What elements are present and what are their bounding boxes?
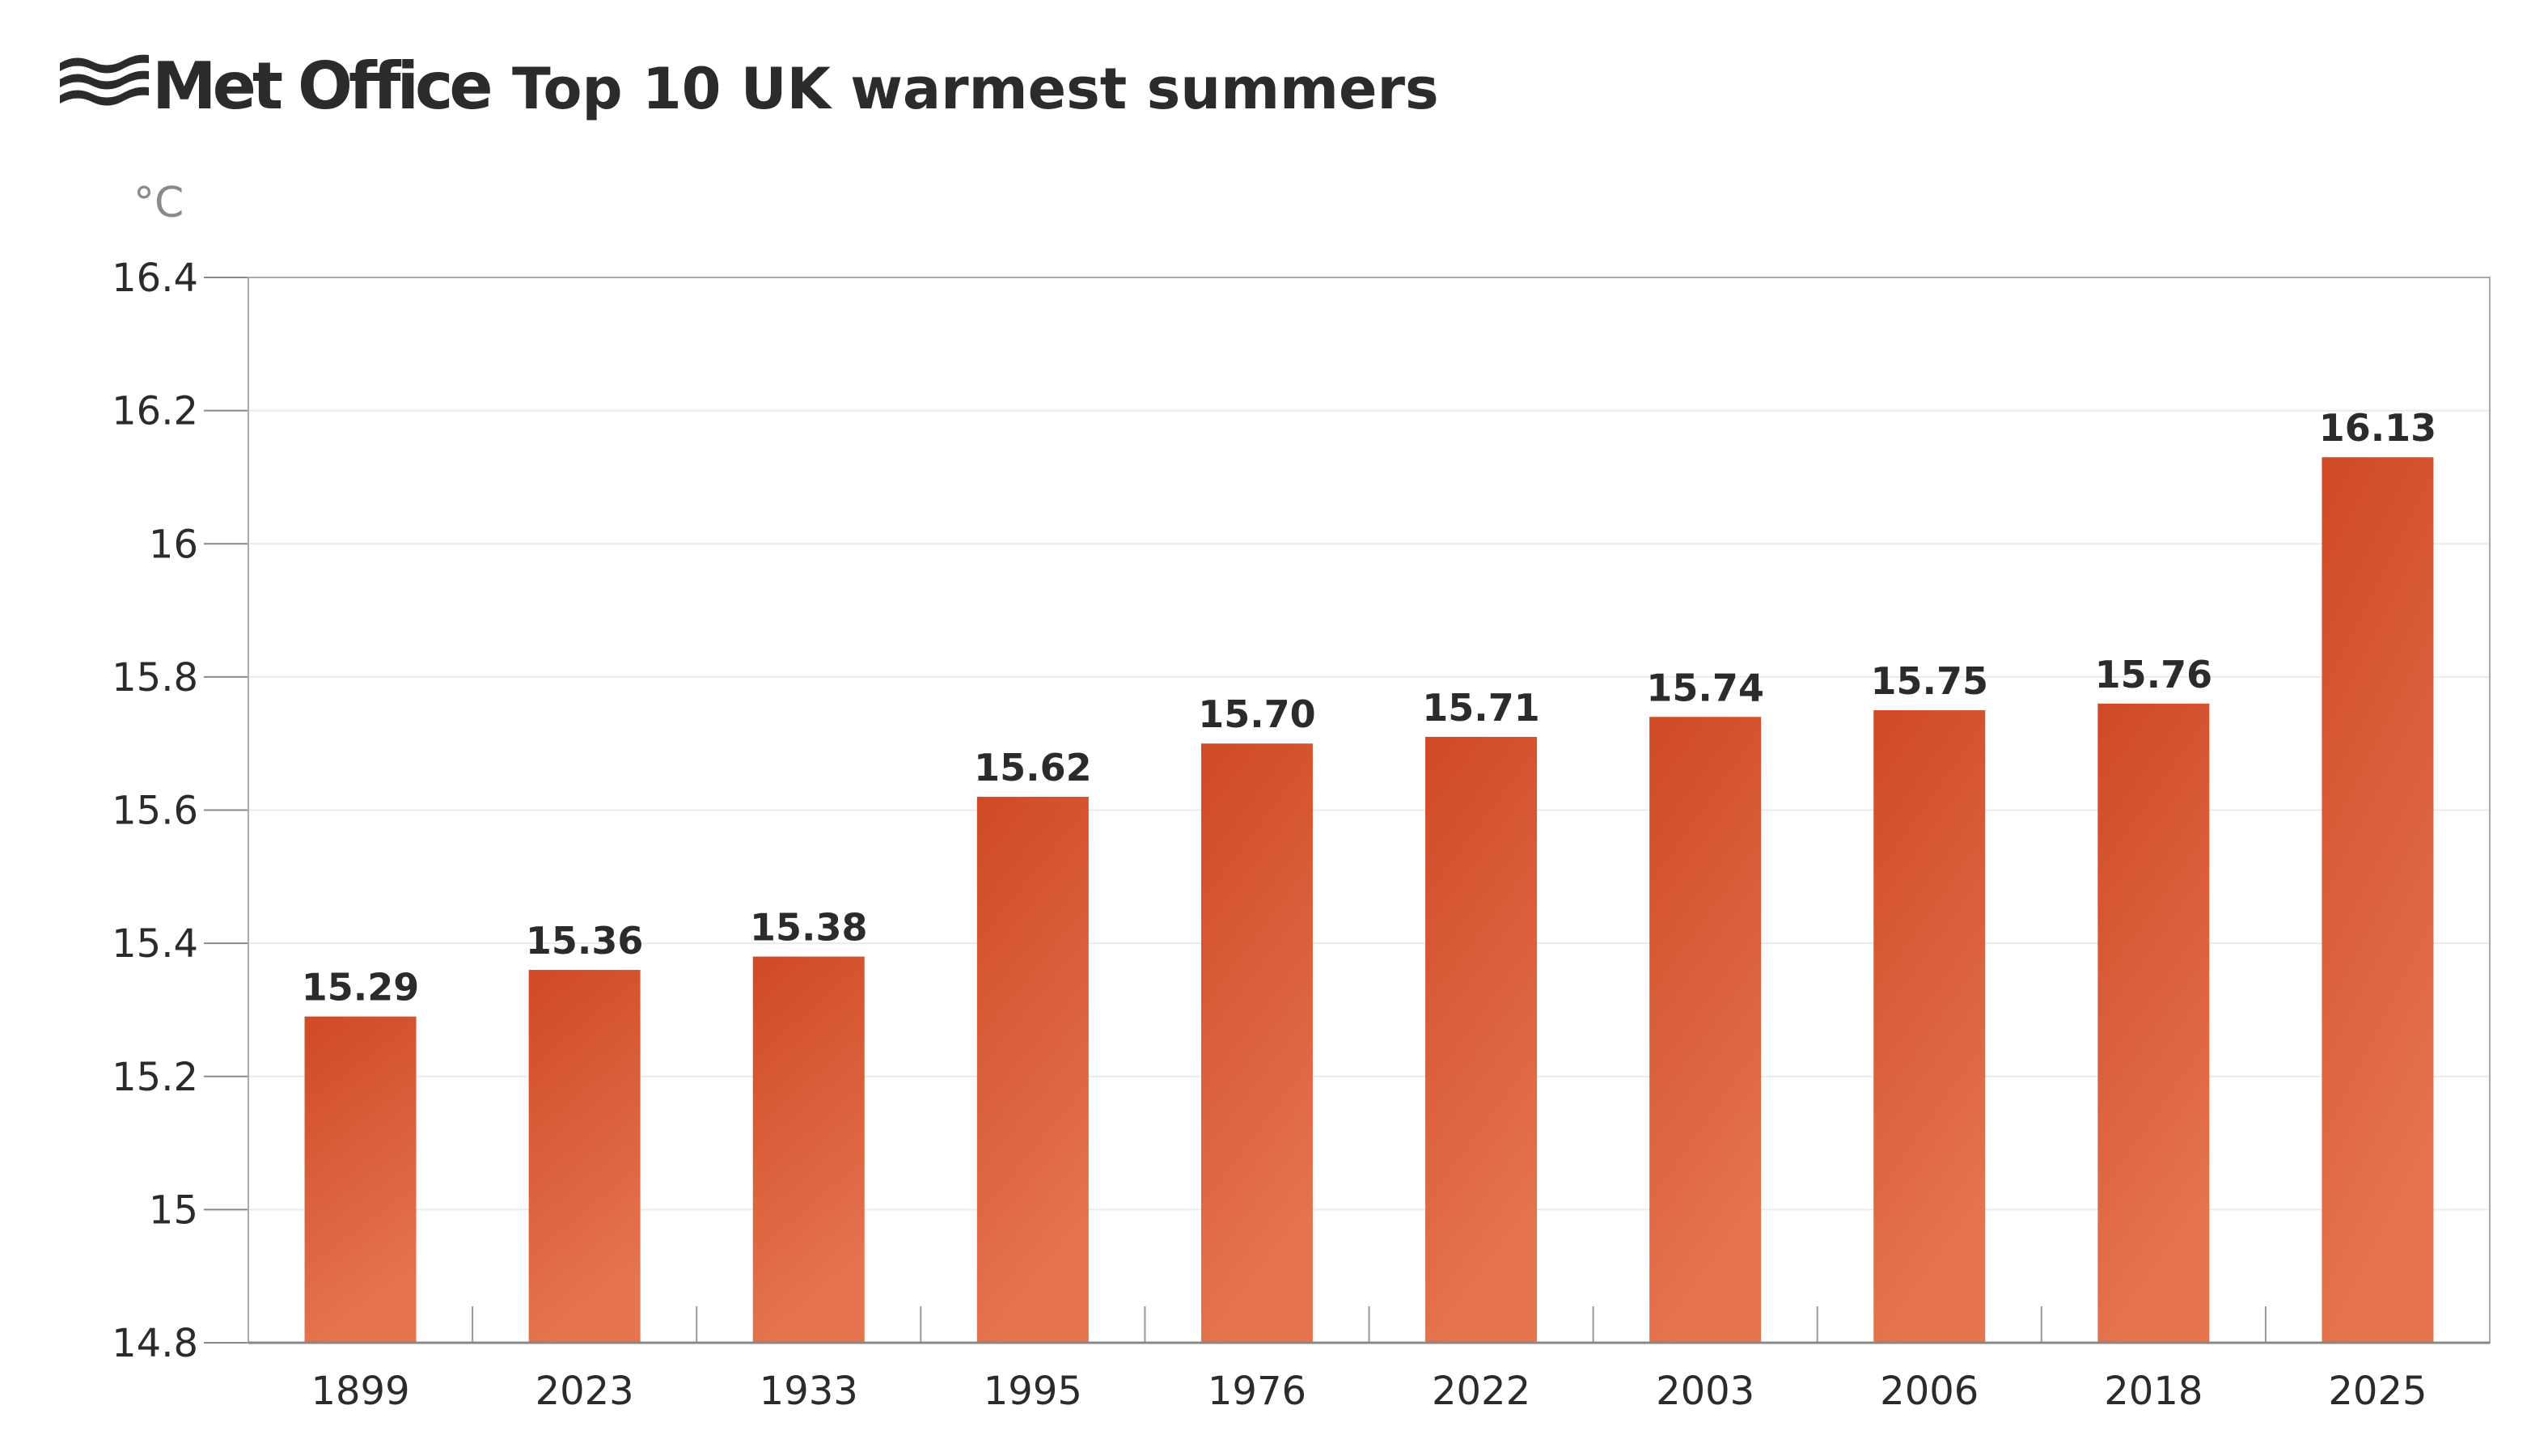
data-label: 15.38 xyxy=(750,906,868,950)
y-tick-label: 15.4 xyxy=(112,921,198,967)
brand-name: Met Office xyxy=(152,49,490,124)
data-label: 15.71 xyxy=(1422,686,1540,730)
y-tick-label: 16 xyxy=(149,522,198,567)
data-label: 15.70 xyxy=(1198,692,1316,736)
chart-title: Top 10 UK warmest summers xyxy=(512,56,1439,122)
bar-2025 xyxy=(2322,457,2434,1343)
data-label: 15.36 xyxy=(526,919,644,963)
bar-1899 xyxy=(304,1016,417,1343)
x-tick-label: 2025 xyxy=(2328,1369,2427,1414)
bar-2023 xyxy=(528,970,641,1343)
x-tick-label: 1933 xyxy=(760,1369,858,1414)
met-office-logo: Met Office xyxy=(60,49,494,124)
y-tick-label: 15.6 xyxy=(112,789,198,834)
bar-2018 xyxy=(2097,703,2210,1343)
y-tick-label: 15 xyxy=(149,1187,198,1233)
data-label: 15.76 xyxy=(2095,653,2213,696)
bar-1995 xyxy=(976,797,1089,1343)
x-tick-label: 2022 xyxy=(1432,1369,1530,1414)
y-axis-unit: °C xyxy=(133,179,184,227)
bar-1933 xyxy=(752,956,865,1343)
x-tick-label: 2006 xyxy=(1880,1369,1979,1414)
bar-2006 xyxy=(1873,710,1986,1343)
bar-1976 xyxy=(1200,743,1313,1343)
data-label: 15.74 xyxy=(1646,666,1764,709)
x-tick-label: 1995 xyxy=(984,1369,1082,1414)
y-tick-label: 15.8 xyxy=(112,655,198,700)
data-label: 15.29 xyxy=(302,966,420,1009)
y-tick-label: 14.8 xyxy=(112,1321,198,1366)
data-label: 16.13 xyxy=(2319,406,2437,450)
wave-lines-icon xyxy=(60,54,149,106)
x-tick-label: 1976 xyxy=(1208,1369,1306,1414)
y-tick-label: 15.2 xyxy=(112,1055,198,1100)
data-label: 15.62 xyxy=(974,746,1092,789)
y-tick-label: 16.4 xyxy=(112,256,198,301)
bar-2022 xyxy=(1425,736,1538,1343)
x-tick-label: 2023 xyxy=(535,1369,634,1414)
x-tick-label: 2003 xyxy=(1656,1369,1754,1414)
y-tick-label: 16.2 xyxy=(112,389,198,434)
bar-2003 xyxy=(1649,717,1762,1343)
data-label: 15.75 xyxy=(1870,659,1988,703)
x-tick-label: 2018 xyxy=(2104,1369,2203,1414)
x-tick-label: 1899 xyxy=(311,1369,409,1414)
